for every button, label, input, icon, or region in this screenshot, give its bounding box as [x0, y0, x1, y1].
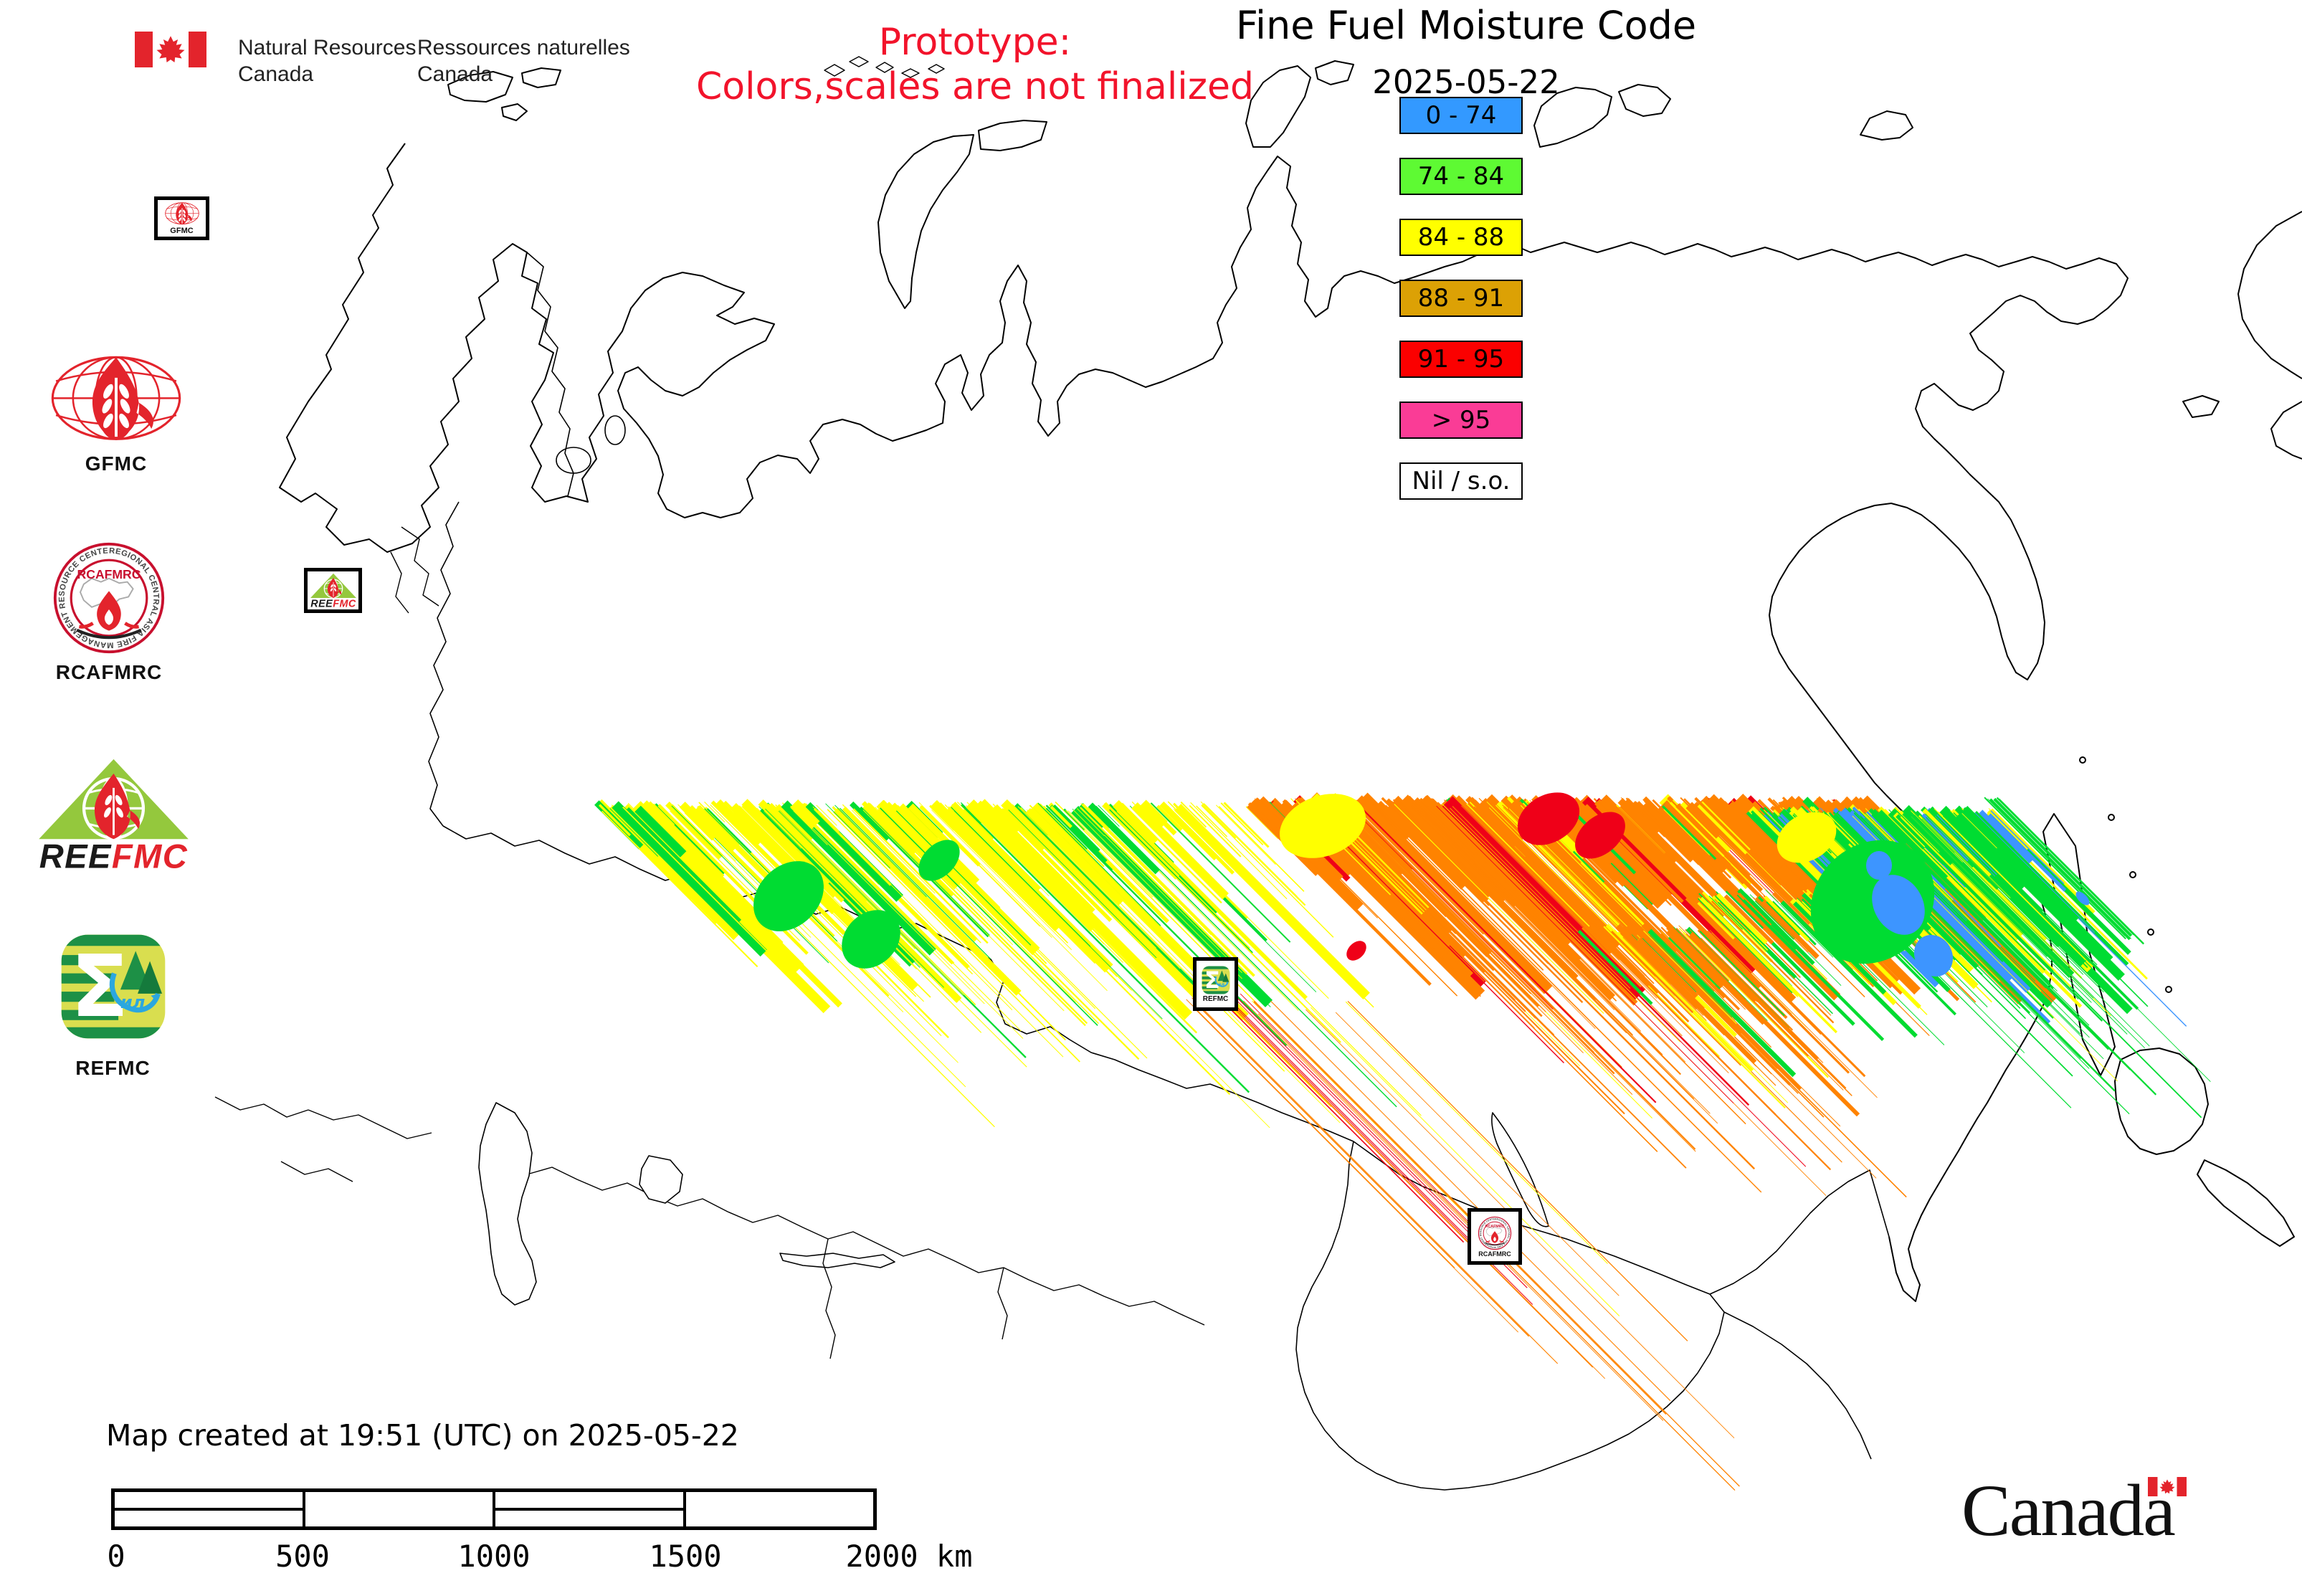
legend-item-88-91: 88 - 91 — [1399, 280, 1523, 317]
gfmc-logo: GFMC — [44, 353, 188, 475]
prototype-warning: Prototype: Colors,scales are not finaliz… — [660, 20, 1290, 109]
scale-tick-labels: 0 500 1000 1500 2000 km — [0, 1539, 1075, 1582]
canada-wordmark: Canada — [1961, 1470, 2176, 1552]
rcafmrc-marker-label: RCAFMRC — [1478, 1250, 1511, 1258]
scale-segment — [686, 1492, 874, 1526]
nrcan-signature: Natural Resources Canada Ressources natu… — [122, 13, 638, 87]
legend-item-84-88: 84 - 88 — [1399, 219, 1523, 256]
nrcan-text-fr: Ressources naturelles Canada — [417, 34, 630, 87]
rcafmrc-logo-label: RCAFMRC — [55, 661, 163, 683]
refmc-logo-label: REFMC — [75, 1057, 151, 1079]
nrcan-fr-line1: Ressources naturelles — [417, 36, 630, 60]
legend-item-0-74: 0 - 74 — [1399, 97, 1523, 134]
ffmc-data-layer — [594, 792, 2211, 1491]
rcafmrc-marker-icon — [1478, 1216, 1512, 1250]
refmc-marker-label: REFMC — [1202, 995, 1229, 1003]
scale-tick: 1000 — [457, 1539, 531, 1574]
gfmc-marker-label: GFMC — [170, 227, 194, 235]
nrcan-en-line2: Canada — [238, 62, 314, 86]
page-title: Fine Fuel Moisture Code — [1235, 3, 1697, 48]
refmc-marker-icon — [1201, 965, 1231, 995]
gfmc-logo-icon — [48, 353, 184, 448]
prototype-line2: Colors,scales are not finalized — [695, 65, 1255, 108]
scale-tick: 0 — [107, 1539, 125, 1574]
scale-tick: 500 — [275, 1539, 330, 1574]
reefmc-marker-icon — [310, 573, 357, 608]
legend-item-74-84: 74 - 84 — [1399, 158, 1523, 195]
refmc-logo-icon — [57, 931, 169, 1042]
prototype-line1: Prototype: — [878, 21, 1072, 64]
nrcan-en-line1: Natural Resources — [238, 36, 417, 60]
canada-flag-icon — [135, 32, 206, 67]
legend: 0 - 74 74 - 84 84 - 88 88 - 91 91 - 95 >… — [1399, 97, 1528, 523]
legend-item-91-95: 91 - 95 — [1399, 341, 1523, 378]
refmc-map-marker: REFMC — [1193, 957, 1238, 1011]
scale-segment — [305, 1492, 495, 1526]
legend-label: 88 - 91 — [1417, 284, 1505, 313]
legend-item-nil: Nil / s.o. — [1399, 462, 1523, 500]
legend-label: Nil / s.o. — [1412, 467, 1511, 495]
nrcan-text-en: Natural Resources Canada — [238, 34, 416, 87]
scale-tick: 1500 — [649, 1539, 722, 1574]
canada-wordmark-flag-icon — [2148, 1477, 2187, 1496]
legend-label: 0 - 74 — [1425, 101, 1497, 130]
scale-bar — [111, 1488, 877, 1530]
map-date: 2025-05-22 — [1372, 63, 1560, 101]
reefmc-logo — [34, 757, 192, 875]
coastline — [214, 56, 2302, 1491]
scale-segment — [495, 1492, 686, 1526]
legend-label: 74 - 84 — [1417, 162, 1505, 191]
rcafmrc-logo-icon — [52, 541, 166, 655]
gfmc-logo-label: GFMC — [85, 452, 148, 475]
refmc-logo: REFMC — [50, 931, 176, 1080]
legend-label: 84 - 88 — [1417, 223, 1505, 252]
legend-label: 91 - 95 — [1417, 345, 1505, 374]
rcafmrc-map-marker: RCAFMRC — [1468, 1208, 1522, 1265]
reefmc-logo-icon — [37, 757, 191, 872]
rcafmrc-logo: RCAFMRC — [44, 541, 173, 684]
gfmc-map-marker: GFMC — [154, 196, 209, 240]
created-timestamp: Map created at 19:51 (UTC) on 2025-05-22 — [106, 1418, 739, 1453]
reefmc-map-marker — [304, 568, 362, 613]
legend-label: > 95 — [1431, 406, 1491, 434]
scale-tick: 2000 km — [845, 1539, 973, 1574]
gfmc-marker-icon — [164, 201, 200, 227]
scale-segment — [115, 1492, 305, 1526]
legend-item-gt-95: > 95 — [1399, 402, 1523, 439]
nrcan-fr-line2: Canada — [417, 62, 493, 86]
